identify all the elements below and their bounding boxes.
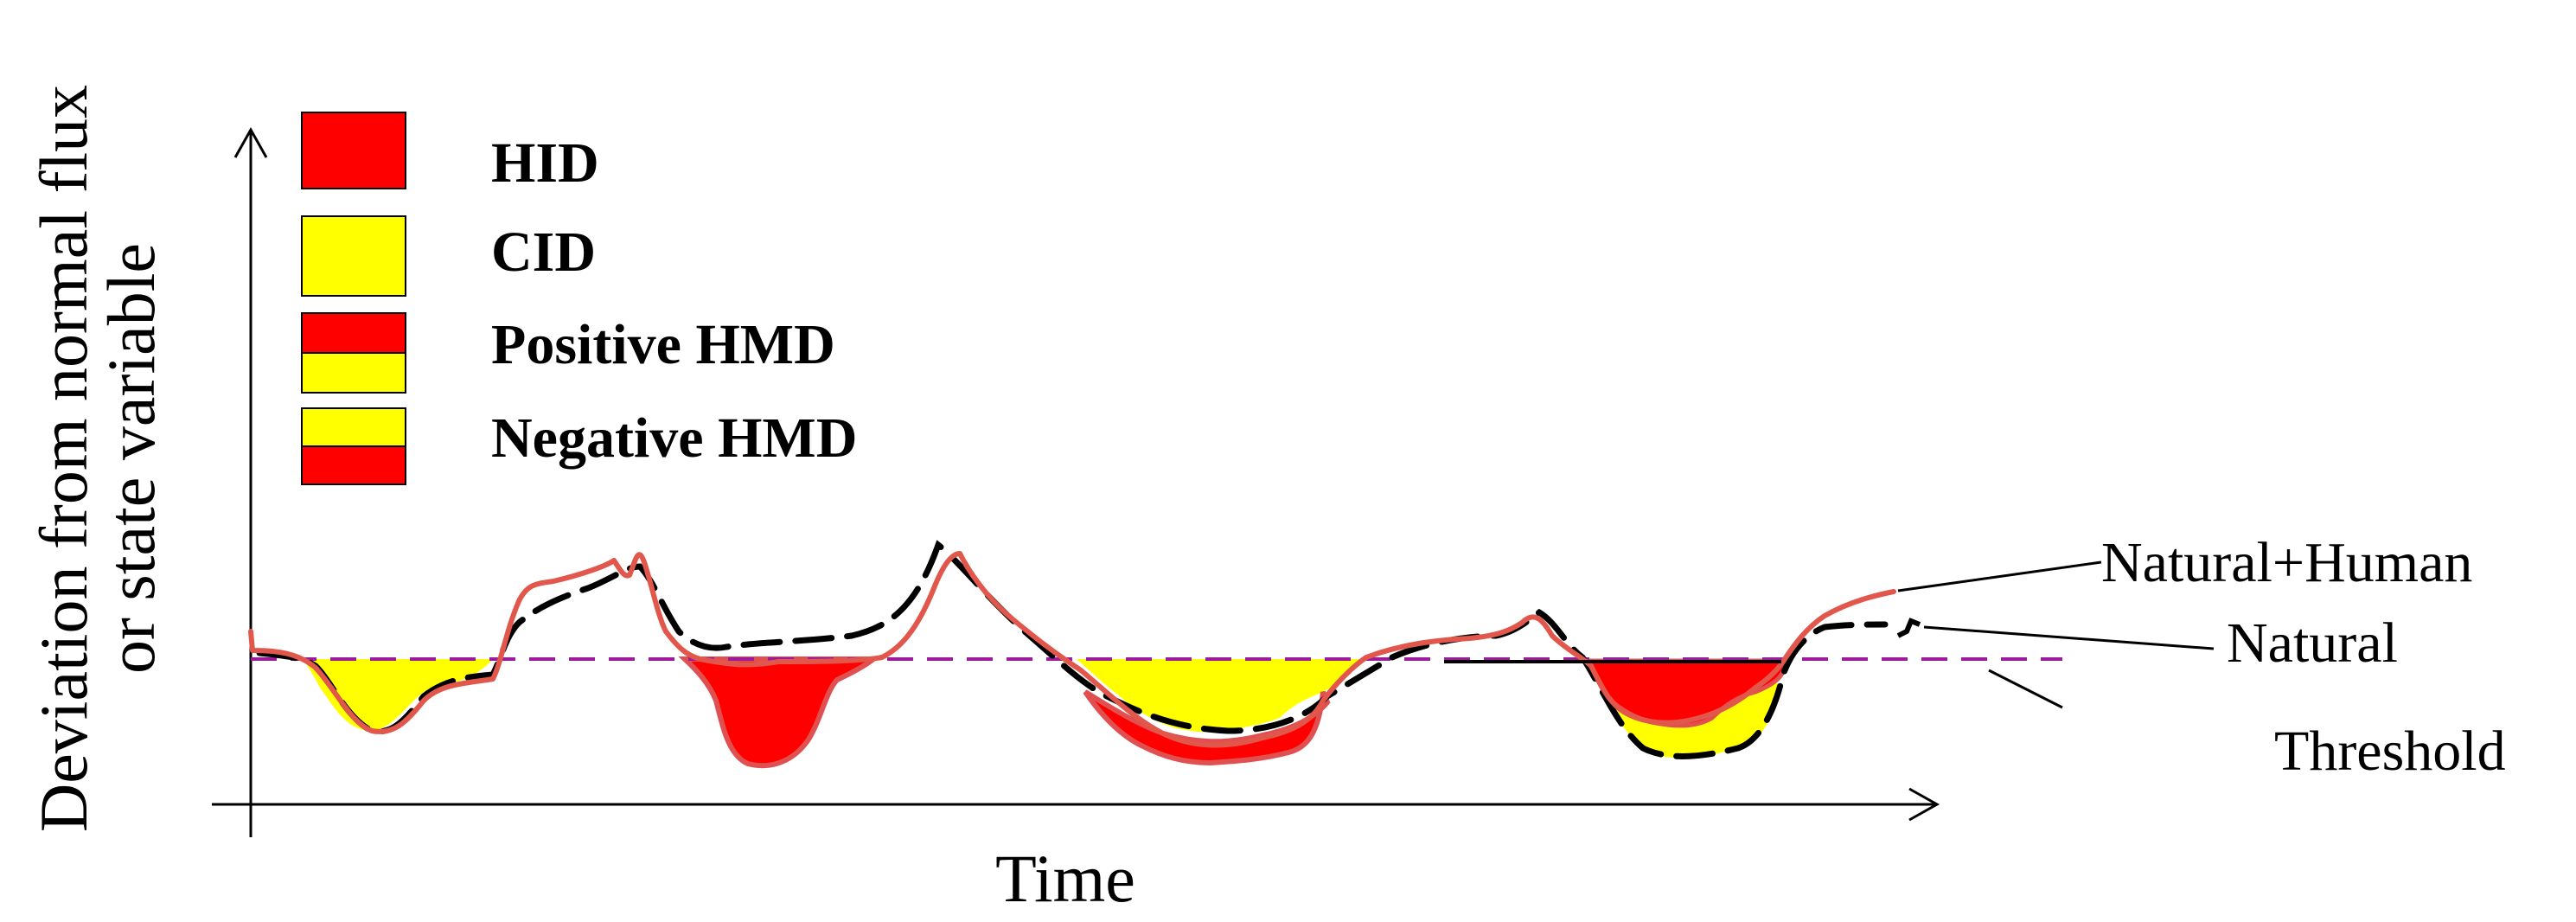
legend-swatch-cid	[301, 215, 406, 297]
drought-areas	[303, 656, 1789, 769]
legend-swatch-positive-hmd-bottom	[302, 353, 406, 393]
y-axis-label: Deviation from normal flux or state vari…	[26, 85, 169, 832]
cid-area-3	[1077, 659, 1366, 733]
legend-item-hid: HID	[301, 112, 599, 195]
hid-area-2	[678, 656, 881, 769]
legend-swatch-hid	[301, 112, 406, 189]
axes	[212, 126, 1940, 837]
cid-area-1	[303, 659, 493, 731]
natural-label: Natural	[2227, 611, 2398, 675]
legend-swatch-negative-hmd-top	[302, 408, 406, 446]
natural-human-line	[248, 551, 1896, 748]
x-axis-label: Time	[995, 841, 1135, 916]
legend-swatch-positive-hmd-top	[302, 313, 406, 353]
y-axis-label-line2: or state variable	[93, 243, 169, 674]
legend-label-positive-hmd: Positive HMD	[491, 313, 835, 376]
legend-item-cid: CID	[301, 215, 596, 297]
legend: HID CID Positive HMD Negative HMD	[301, 112, 857, 485]
y-axis-label-line1: Deviation from normal flux	[26, 85, 101, 832]
legend-label-hid: HID	[491, 131, 599, 195]
x-axis-arrowhead	[1908, 787, 1940, 822]
y-axis-arrowhead	[233, 126, 268, 158]
threshold-label: Threshold	[2274, 720, 2506, 783]
natural-leader	[1923, 625, 2215, 650]
natural-human-leader	[1897, 560, 2102, 592]
natural-human-label: Natural+Human	[2101, 531, 2472, 594]
legend-label-negative-hmd: Negative HMD	[491, 407, 857, 470]
threshold-leader	[1988, 669, 2063, 709]
legend-item-positive-hmd: Positive HMD	[301, 312, 835, 394]
legend-swatch-negative-hmd-bottom	[302, 446, 406, 484]
label-leaders	[1897, 560, 2215, 709]
legend-label-cid: CID	[491, 221, 596, 284]
legend-item-negative-hmd: Negative HMD	[301, 407, 857, 485]
natural-line-tail	[1896, 618, 1921, 638]
